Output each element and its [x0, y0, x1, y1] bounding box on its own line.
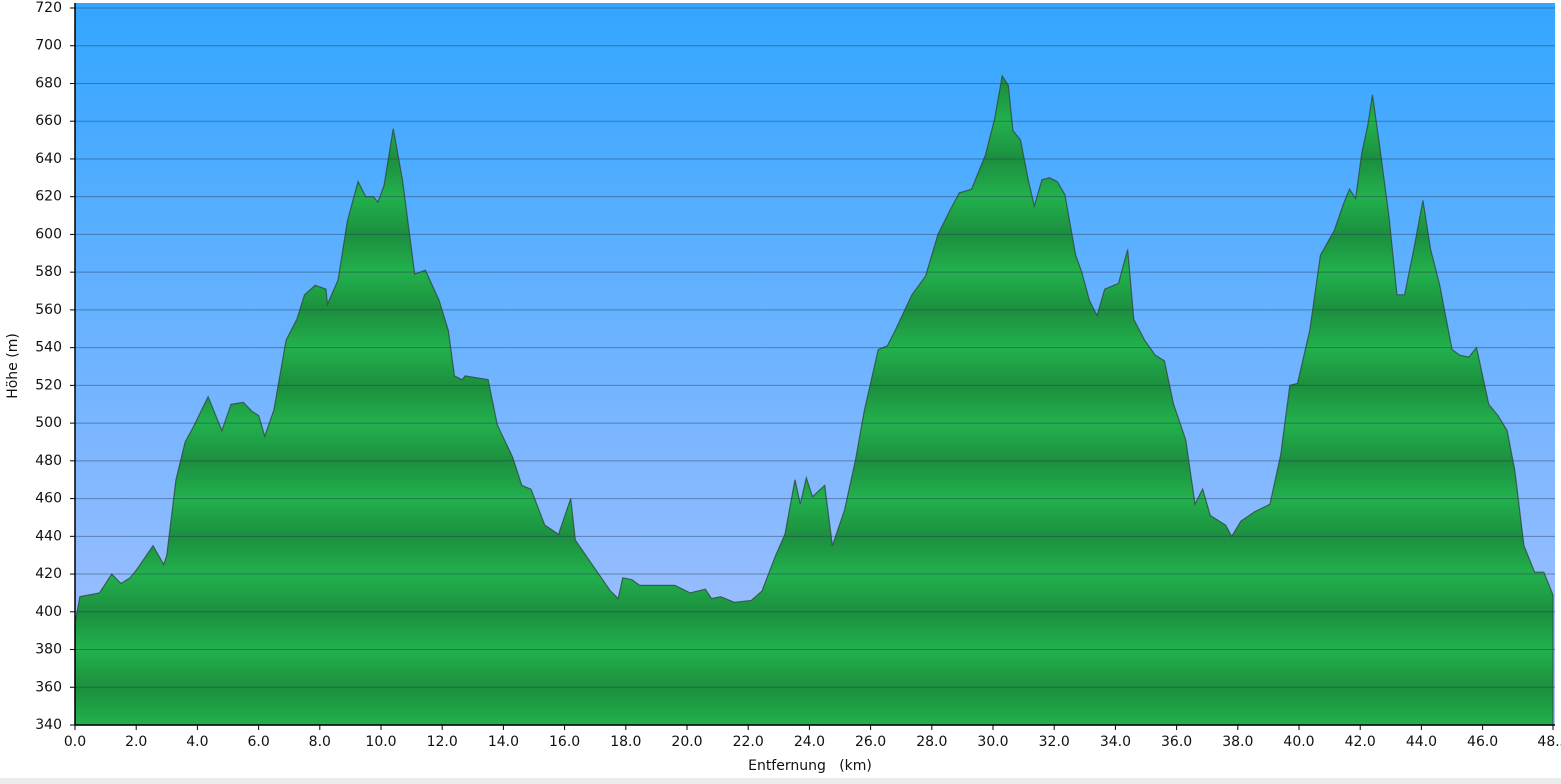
x-tick-label: 30.0: [977, 734, 1008, 750]
y-tick-label: 420: [35, 566, 62, 582]
y-tick-label: 380: [35, 642, 62, 658]
x-tick-label: 12.0: [427, 734, 458, 750]
x-tick-label: 26.0: [855, 734, 886, 750]
y-tick-label: 500: [35, 415, 62, 431]
x-tick-label: 24.0: [794, 734, 825, 750]
x-tick-label: 32.0: [1039, 734, 1070, 750]
x-tick-label: 4.0: [186, 734, 208, 750]
x-tick-label: 20.0: [671, 734, 702, 750]
y-tick-label: 660: [35, 113, 62, 129]
y-tick-label: 540: [35, 340, 62, 356]
y-tick-label: 600: [35, 226, 62, 242]
x-tick-label: 42.0: [1345, 734, 1376, 750]
x-tick-label: 44.0: [1406, 734, 1437, 750]
y-tick-label: 520: [35, 377, 62, 393]
y-tick-label: 580: [35, 264, 62, 280]
x-tick-label: 18.0: [610, 734, 641, 750]
x-tick-label: 38.0: [1222, 734, 1253, 750]
y-tick-label: 440: [35, 528, 62, 544]
y-tick-label: 680: [35, 75, 62, 91]
y-tick-label: 340: [35, 717, 62, 733]
y-tick-label: 620: [35, 189, 62, 205]
x-tick-label: 36.0: [1161, 734, 1192, 750]
y-tick-label: 480: [35, 453, 62, 469]
x-tick-label: 28.0: [916, 734, 947, 750]
y-tick-label: 560: [35, 302, 62, 318]
x-tick-label: 10.0: [365, 734, 396, 750]
x-tick-label: 22.0: [733, 734, 764, 750]
x-axis-label: Entfernung (km): [748, 758, 872, 774]
x-tick-label: 14.0: [488, 734, 519, 750]
x-tick-label: 8.0: [309, 734, 331, 750]
x-tick-label: 34.0: [1100, 734, 1131, 750]
x-tick-label: 2.0: [125, 734, 147, 750]
y-tick-label: 700: [35, 38, 62, 54]
y-tick-label: 640: [35, 151, 62, 167]
x-tick-label: 48.3: [1537, 734, 1561, 750]
x-tick-label: 16.0: [549, 734, 580, 750]
y-axis-label: Höhe (m): [5, 333, 21, 399]
x-tick-label: 0.0: [64, 734, 86, 750]
y-tick-label: 720: [35, 0, 62, 16]
x-tick-label: 46.0: [1467, 734, 1498, 750]
y-tick-label: 400: [35, 604, 62, 620]
elevation-area: [74, 74, 1554, 726]
x-tick-label: 6.0: [247, 734, 269, 750]
y-tick-label: 460: [35, 491, 62, 507]
y-tick-label: 360: [35, 679, 62, 695]
x-tick-label: 40.0: [1283, 734, 1314, 750]
